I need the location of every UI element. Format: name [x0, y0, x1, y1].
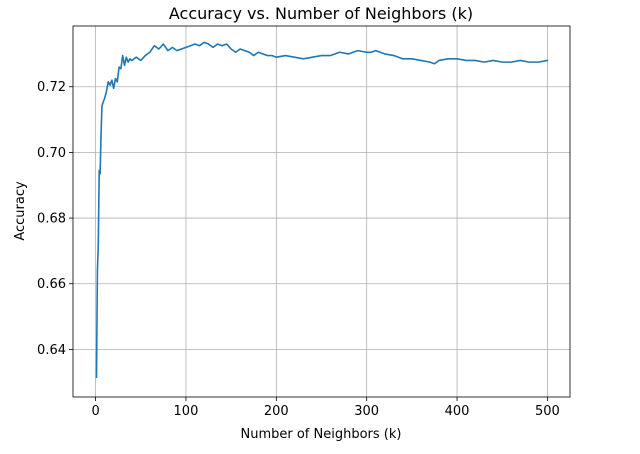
- x-tick-label: 200: [264, 404, 289, 419]
- x-axis-label: Number of Neighbors (k): [241, 427, 402, 442]
- y-tick-label: 0.68: [37, 212, 66, 227]
- accuracy-series-line: [95, 41, 549, 379]
- y-axis: 0.64 0.66 0.68 0.70 0.72: [37, 80, 73, 358]
- x-tick-label: 500: [535, 404, 560, 419]
- y-tick-label: 0.72: [37, 80, 66, 95]
- x-tick-label: 100: [174, 404, 199, 419]
- x-tick-label: 300: [354, 404, 379, 419]
- x-axis: 0 100 200 300 400 500: [91, 397, 560, 419]
- y-tick-label: 0.66: [37, 277, 66, 292]
- x-tick-label: 0: [91, 404, 99, 419]
- x-tick-label: 400: [445, 404, 470, 419]
- plot-frame: [72, 25, 571, 398]
- series-layer: [95, 41, 549, 379]
- y-axis-label: Accuracy: [13, 181, 28, 241]
- chart-title: Accuracy vs. Number of Neighbors (k): [169, 4, 473, 23]
- y-tick-label: 0.70: [37, 146, 66, 161]
- y-tick-label: 0.64: [37, 343, 66, 358]
- grid: [73, 26, 570, 397]
